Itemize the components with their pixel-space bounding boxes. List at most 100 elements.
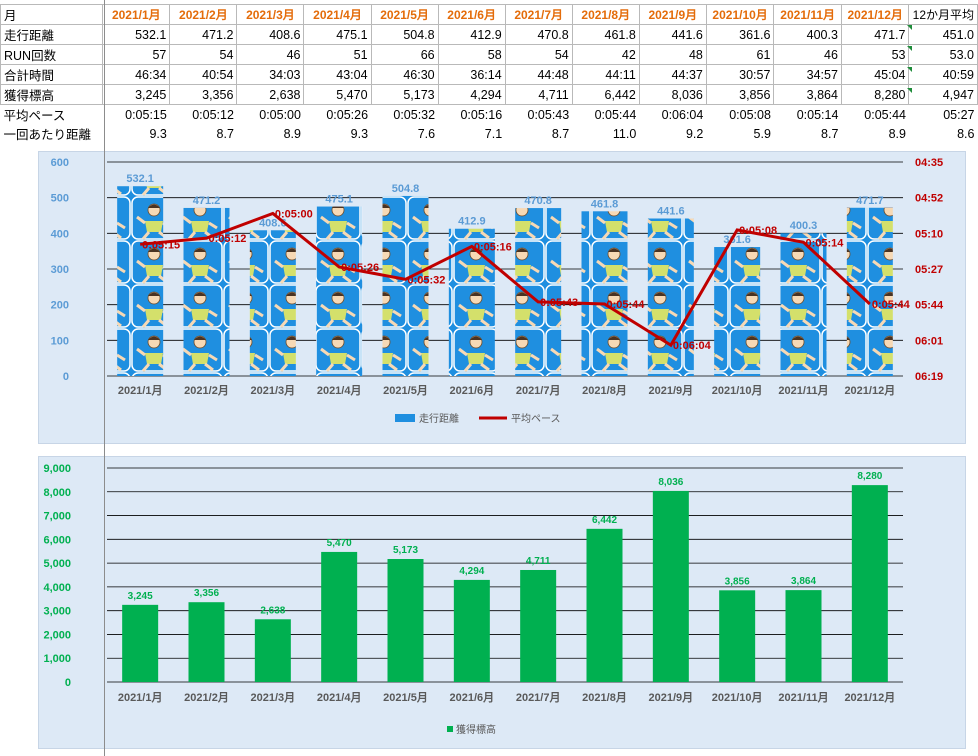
value-cell[interactable]: 412.9 — [437, 24, 506, 45]
value-cell[interactable]: 3,245 — [102, 84, 171, 105]
value-cell[interactable]: 408.6 — [236, 24, 305, 45]
value-cell[interactable]: 9.3 — [149, 126, 167, 141]
value-cell[interactable]: 61 — [705, 44, 775, 65]
month-header-cell[interactable]: 2021/2月 — [169, 4, 238, 25]
value-cell[interactable]: 8.7 — [551, 126, 570, 141]
month-header-cell[interactable]: 2021/1月 — [102, 4, 171, 25]
value-cell[interactable]: 441.6 — [638, 24, 707, 45]
month-header-cell[interactable]: 2021/6月 — [437, 4, 506, 25]
value-cell[interactable]: 3,864 — [773, 84, 842, 105]
value-cell[interactable]: 0:05:12 — [192, 107, 234, 122]
row-label-cell[interactable]: 走行距離 — [0, 24, 104, 45]
value-cell[interactable]: 54 — [504, 44, 573, 65]
value-cell[interactable]: 461.8 — [571, 24, 640, 45]
value-cell[interactable]: 475.1 — [303, 24, 372, 45]
value-cell[interactable]: 8.7 — [821, 126, 839, 141]
value-cell[interactable]: 42 — [571, 44, 640, 65]
value-cell[interactable]: 0:05:43 — [527, 107, 570, 122]
value-cell[interactable]: 43:04 — [303, 64, 372, 85]
value-cell[interactable]: 0:05:14 — [796, 107, 839, 122]
value-cell[interactable]: 0:05:00 — [259, 107, 301, 122]
value-cell[interactable]: 9.2 — [685, 126, 704, 141]
value-cell[interactable]: 471.7 — [840, 24, 910, 45]
value-cell[interactable]: 54 — [169, 44, 238, 65]
row-label-cell[interactable]: 平均ペース — [3, 109, 66, 123]
value-cell[interactable]: 58 — [437, 44, 506, 65]
value-cell[interactable]: 8,280 — [840, 84, 910, 105]
value-cell[interactable]: 0:05:15 — [125, 107, 167, 122]
value-cell[interactable]: 8.9 — [283, 126, 301, 141]
month-header-cell[interactable]: 2021/12月 — [840, 4, 910, 25]
value-cell[interactable]: 6,442 — [571, 84, 640, 105]
row-label-cell[interactable]: 一回あたり距離 — [3, 128, 92, 142]
row-label-cell[interactable]: RUN回数 — [0, 44, 104, 65]
value-cell[interactable]: 504.8 — [370, 24, 439, 45]
value-cell[interactable]: 0:05:44 — [594, 107, 637, 122]
value-cell[interactable]: 532.1 — [102, 24, 171, 45]
value-cell[interactable]: 44:48 — [504, 64, 573, 85]
row-label-cell[interactable]: 合計時間 — [0, 64, 104, 85]
value-cell[interactable]: 4,711 — [504, 84, 573, 105]
value-cell[interactable]: 0:05:08 — [729, 107, 771, 122]
value-cell[interactable]: 46:30 — [370, 64, 439, 85]
average-cell[interactable]: 8.6 — [957, 126, 975, 141]
value-cell[interactable]: 4,294 — [437, 84, 506, 105]
value-cell[interactable]: 8.7 — [216, 126, 234, 141]
value-cell[interactable]: 44:37 — [638, 64, 707, 85]
average-cell[interactable]: 53.0 — [908, 44, 978, 65]
value-cell[interactable]: 7.6 — [417, 126, 436, 141]
value-cell[interactable]: 51 — [303, 44, 372, 65]
value-cell[interactable]: 45:04 — [840, 64, 910, 85]
average-cell[interactable]: 451.0 — [908, 24, 978, 45]
value-cell[interactable]: 0:05:32 — [393, 107, 436, 122]
value-cell[interactable]: 7.1 — [484, 126, 503, 141]
distance-pace-chart[interactable]: 0 100 200 300 400 500 600 04:35 04:52 05:10 05:27 0… — [38, 151, 966, 444]
value-cell[interactable]: 470.8 — [504, 24, 573, 45]
value-cell[interactable]: 0:05:26 — [326, 107, 369, 122]
value-cell[interactable]: 53 — [840, 44, 910, 65]
average-cell[interactable]: 05:27 — [943, 107, 975, 122]
value-cell[interactable]: 471.2 — [169, 24, 238, 45]
value-cell[interactable]: 0:06:04 — [661, 107, 704, 122]
average-cell[interactable]: 4,947 — [908, 84, 978, 105]
value-cell[interactable]: 48 — [638, 44, 707, 65]
value-cell[interactable]: 5.9 — [753, 126, 771, 141]
month-header-cell[interactable]: 2021/3月 — [236, 4, 305, 25]
value-cell[interactable]: 34:03 — [236, 64, 305, 85]
value-cell[interactable]: 3,356 — [169, 84, 238, 105]
value-cell[interactable]: 46:34 — [102, 64, 171, 85]
value-cell[interactable]: 46 — [236, 44, 305, 65]
month-header-cell[interactable]: 2021/5月 — [370, 4, 439, 25]
value-cell[interactable]: 0:05:16 — [460, 107, 503, 122]
header-label-cell[interactable]: 月 — [0, 4, 104, 25]
value-cell[interactable]: 66 — [370, 44, 439, 65]
month-header-cell[interactable]: 2021/4月 — [303, 4, 372, 25]
value-cell[interactable]: 46 — [773, 44, 842, 65]
value-cell[interactable]: 34:57 — [773, 64, 842, 85]
value-cell[interactable]: 5,173 — [370, 84, 439, 105]
value-cell[interactable]: 44:11 — [571, 64, 640, 85]
value-cell[interactable]: 9.3 — [350, 126, 369, 141]
value-cell[interactable]: 57 — [102, 44, 171, 65]
month-header-cell[interactable]: 2021/9月 — [638, 4, 707, 25]
value-cell[interactable]: 5,470 — [303, 84, 372, 105]
month-header-cell[interactable]: 2021/11月 — [773, 4, 842, 25]
value-cell[interactable]: 3,856 — [705, 84, 775, 105]
value-cell[interactable]: 30:57 — [705, 64, 775, 85]
row-label-cell[interactable]: 獲得標高 — [0, 84, 104, 105]
value-cell[interactable]: 8.9 — [888, 126, 906, 141]
value-cell[interactable]: 8,036 — [638, 84, 707, 105]
value-cell[interactable]: 400.3 — [773, 24, 842, 45]
value-cell[interactable]: 40:54 — [169, 64, 238, 85]
value-cell[interactable]: 361.6 — [705, 24, 775, 45]
month-header-cell[interactable]: 2021/10月 — [705, 4, 775, 25]
month-header-cell[interactable]: 2021/7月 — [504, 4, 573, 25]
month-header-cell[interactable]: 2021/8月 — [571, 4, 640, 25]
value-cell[interactable]: 36:14 — [437, 64, 506, 85]
value-cell[interactable]: 11.0 — [612, 126, 637, 141]
value-cell[interactable]: 0:05:44 — [864, 107, 906, 122]
average-header-cell[interactable]: 12か月平均 — [908, 4, 978, 25]
average-cell[interactable]: 40:59 — [908, 64, 978, 85]
value-cell[interactable]: 2,638 — [236, 84, 305, 105]
elevation-chart[interactable]: 0 1,000 2,000 3,000 4,000 5,000 6,000 7,000 8,00… — [38, 456, 966, 749]
